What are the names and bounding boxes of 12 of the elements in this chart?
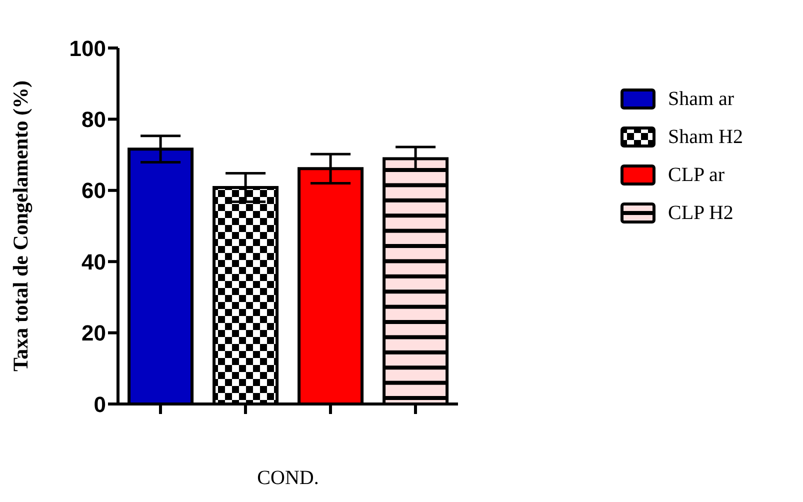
legend-label: Sham ar bbox=[668, 88, 734, 110]
x-axis-title: COND. bbox=[257, 467, 319, 489]
y-axis-title: Taxa total de Congelamento (%) bbox=[8, 80, 32, 372]
legend-label: CLP ar bbox=[668, 164, 724, 186]
y-tick-label: 0 bbox=[94, 392, 106, 417]
legend-label: Sham H2 bbox=[668, 126, 743, 148]
legend-label: CLP H2 bbox=[668, 202, 734, 224]
y-tick-label: 60 bbox=[82, 178, 106, 204]
y-tick-label: 80 bbox=[82, 107, 106, 132]
y-tick-label: 100 bbox=[69, 36, 106, 61]
y-tick-label: 20 bbox=[82, 320, 106, 346]
y-tick-label: 40 bbox=[82, 249, 106, 274]
